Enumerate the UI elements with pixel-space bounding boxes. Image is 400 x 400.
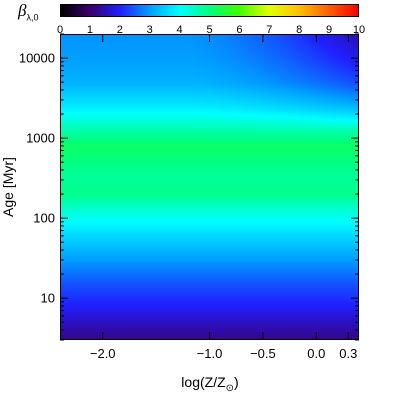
colorbar-tick-label: 6: [236, 24, 243, 36]
plot-area: [60, 34, 359, 340]
colorbar-tick-label: 0: [56, 24, 64, 36]
colorbar-tick-label: 9: [326, 24, 333, 36]
y-tick-label: 10: [40, 290, 55, 306]
colorbar-tick-label: 8: [296, 24, 303, 36]
x-tick-label: −1.0: [196, 346, 223, 361]
colorbar-label: βλ,0: [18, 1, 39, 23]
x-tick-label: 0.0: [307, 346, 326, 361]
colorbar-tick-label: 2: [116, 24, 123, 36]
colorbar-tick-label: 5: [206, 24, 213, 36]
colorbar-tick-label: 1: [86, 24, 93, 36]
colorbar-tick-label: 10: [352, 24, 366, 36]
y-tick-label: 100: [33, 210, 55, 226]
heatmap: [61, 35, 358, 339]
y-axis-label: Age [Myr]: [0, 157, 16, 217]
x-tick-label: −2.0: [89, 346, 116, 361]
colorbar: [60, 4, 359, 17]
colorbar-tick-label: 3: [146, 24, 153, 36]
x-axis-label: log(Z/Z⊙): [181, 374, 239, 394]
colorbar-tick-label: 4: [176, 24, 183, 36]
y-tick-label: 10000: [18, 50, 55, 66]
colorbar-tick-label: 7: [266, 24, 273, 36]
x-tick-label: 0.3: [339, 346, 358, 361]
y-tick-label: 1000: [26, 130, 55, 146]
x-tick-label: −0.5: [250, 346, 276, 361]
